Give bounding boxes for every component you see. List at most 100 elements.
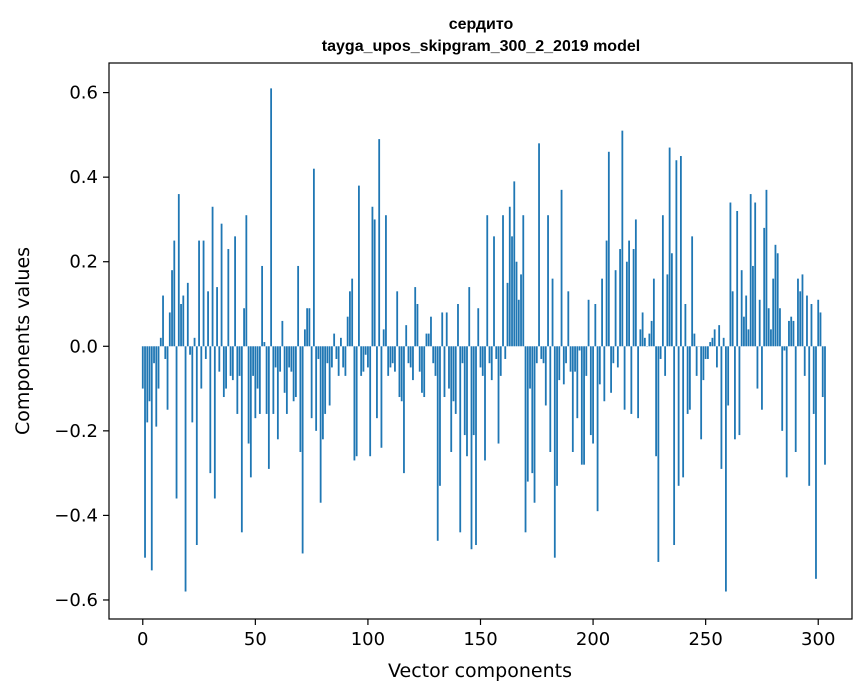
x-axis-label: Vector components (388, 660, 572, 682)
bar-171 (526, 346, 529, 482)
bar-187 (562, 346, 565, 385)
bar-69 (297, 265, 300, 347)
bar-169 (522, 215, 525, 347)
bar-131 (436, 346, 439, 541)
bar-8 (159, 337, 162, 347)
bar-126 (425, 333, 428, 347)
bar-85 (333, 333, 336, 347)
bar-218 (632, 249, 635, 347)
bar-138 (452, 346, 455, 402)
bar-261 (729, 202, 732, 347)
bar-84 (330, 346, 333, 368)
bar-230 (659, 346, 662, 359)
bar-127 (427, 333, 430, 347)
bar-188 (565, 346, 567, 364)
bar-180 (547, 215, 549, 347)
y-tick-label: 0.0 (69, 336, 98, 357)
bar-154 (488, 346, 491, 364)
bar-163 (508, 206, 511, 347)
bar-24 (195, 346, 198, 546)
bar-283 (779, 308, 781, 347)
bar-248 (700, 346, 703, 440)
bar-299 (815, 346, 817, 579)
bar-293 (801, 274, 804, 347)
x-tick-label: 0 (137, 629, 148, 650)
x-tick-label: 300 (801, 629, 835, 650)
bar-164 (511, 236, 513, 347)
bar-57 (270, 88, 273, 347)
bar-56 (267, 346, 270, 469)
y-tick-label: −0.2 (54, 421, 98, 442)
bars-group (141, 88, 826, 592)
bar-253 (711, 337, 714, 347)
bar-211 (616, 346, 619, 368)
bar-290 (794, 346, 797, 452)
bar-297 (810, 304, 813, 347)
bar-160 (502, 215, 504, 347)
y-tick-label: 0.4 (69, 167, 98, 188)
bar-225 (648, 333, 651, 347)
bar-117 (405, 325, 408, 347)
bar-129 (432, 346, 435, 364)
bar-13 (171, 270, 173, 347)
bar-11 (166, 346, 169, 410)
bar-122 (416, 304, 419, 347)
bar-102 (371, 206, 374, 347)
x-tick-label: 150 (463, 629, 497, 650)
bar-95 (355, 346, 358, 457)
bar-130 (434, 346, 437, 376)
bar-78 (317, 346, 320, 359)
bar-54 (263, 342, 266, 347)
bar-229 (657, 346, 660, 562)
y-axis-label: Components values (12, 247, 34, 435)
bar-22 (191, 346, 194, 423)
bar-291 (797, 278, 799, 347)
bar-92 (349, 291, 351, 347)
bar-236 (673, 346, 676, 546)
bar-222 (641, 312, 644, 347)
bar-245 (693, 333, 696, 347)
bar-14 (173, 240, 176, 347)
bar-241 (684, 304, 687, 347)
bar-110 (389, 346, 392, 368)
bar-286 (785, 346, 788, 478)
bar-113 (396, 291, 399, 347)
bar-146 (470, 346, 473, 550)
bar-172 (529, 346, 531, 389)
bar-16 (177, 194, 180, 347)
x-axis-ticks: 0 50 100 150 200 250 300 (137, 619, 835, 650)
bar-87 (337, 346, 340, 376)
bar-165 (513, 181, 516, 347)
bar-231 (661, 215, 664, 347)
bar-73 (306, 308, 309, 347)
bar-257 (720, 346, 723, 469)
bar-152 (484, 346, 486, 461)
bar-18 (182, 295, 185, 347)
bar-173 (531, 346, 534, 474)
bar-125 (423, 346, 426, 398)
bar-207 (607, 151, 610, 347)
bar-277 (765, 189, 768, 347)
chart-title: сердито (449, 16, 514, 33)
bar-232 (664, 346, 667, 376)
bar-38 (227, 249, 230, 347)
bar-133 (441, 312, 444, 347)
x-tick-label: 250 (688, 629, 722, 650)
x-tick-label: 100 (351, 629, 385, 650)
bar-103 (373, 219, 376, 347)
y-tick-label: 0.2 (69, 252, 98, 273)
bar-209 (612, 346, 615, 364)
bar-1 (144, 346, 146, 558)
bar-228 (655, 346, 658, 457)
bar-192 (574, 346, 576, 372)
bar-233 (666, 274, 669, 347)
bar-251 (707, 346, 709, 359)
bar-96 (358, 185, 360, 347)
bar-51 (256, 346, 259, 389)
bar-156 (493, 236, 495, 347)
bar-259 (725, 346, 727, 592)
bar-282 (776, 253, 779, 347)
bar-12 (168, 312, 171, 347)
bar-67 (292, 346, 295, 402)
bar-144 (466, 346, 468, 457)
